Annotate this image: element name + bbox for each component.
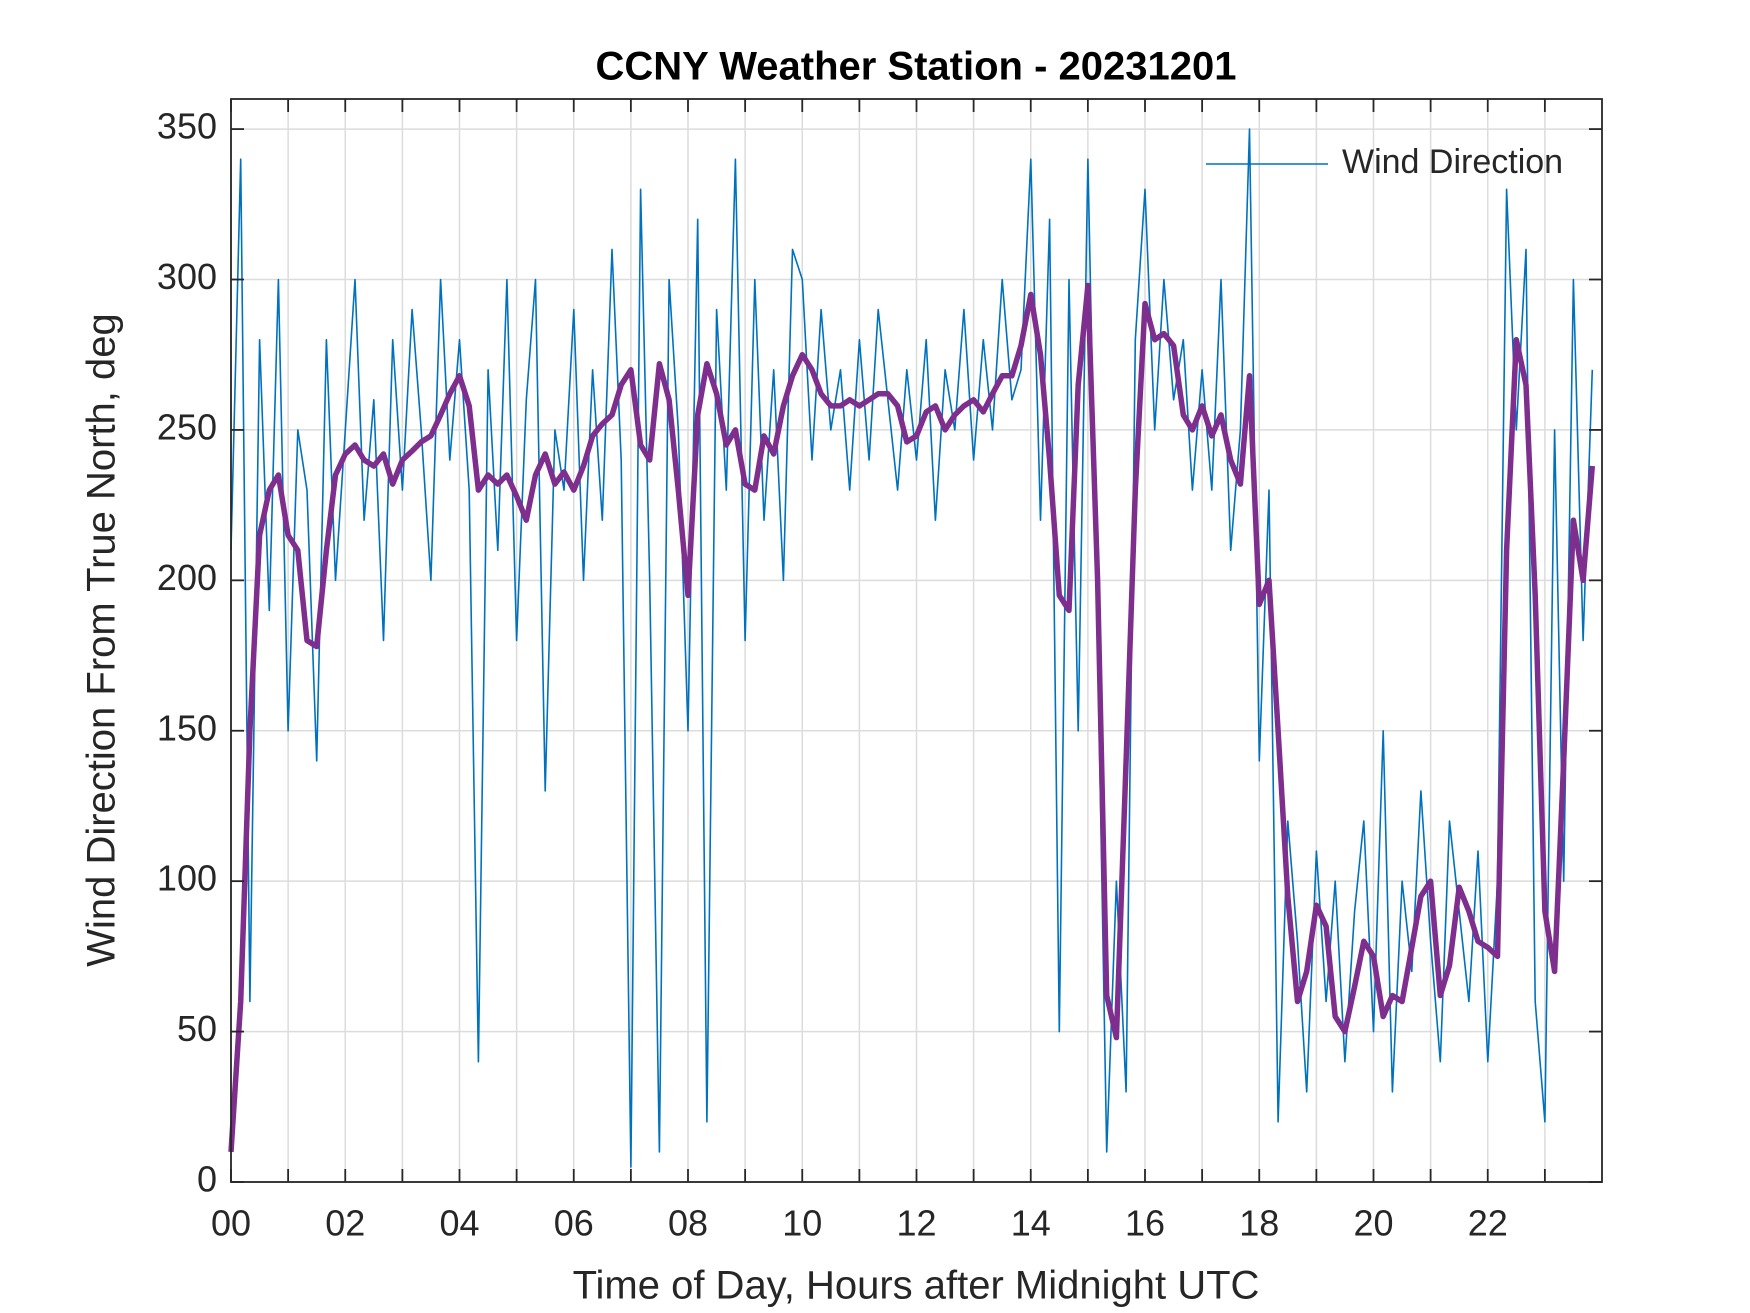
y-tick-label: 250 xyxy=(157,406,217,447)
chart-title: CCNY Weather Station - 20231201 xyxy=(596,45,1237,89)
y-tick-label: 350 xyxy=(157,106,217,147)
x-tick-label: 14 xyxy=(1011,1203,1051,1244)
y-tick-label: 0 xyxy=(197,1159,217,1200)
x-tick-label: 12 xyxy=(896,1203,936,1244)
legend-label: Wind Direction xyxy=(1342,143,1563,181)
x-tick-label: 18 xyxy=(1239,1203,1279,1244)
y-tick-label: 300 xyxy=(157,256,217,297)
x-tick-label: 08 xyxy=(668,1203,708,1244)
x-tick-label: 16 xyxy=(1125,1203,1165,1244)
x-tick-label: 02 xyxy=(325,1203,365,1244)
y-tick-label: 200 xyxy=(157,557,217,598)
data-line xyxy=(230,128,1594,1168)
y-tick-label: 150 xyxy=(157,707,217,748)
x-tick-label: 10 xyxy=(782,1203,822,1244)
x-tick-label: 04 xyxy=(439,1203,479,1244)
smoothed-line xyxy=(228,282,1596,1153)
y-tick-label: 100 xyxy=(157,858,217,899)
x-tick-label: 22 xyxy=(1468,1203,1508,1244)
y-tick-label: 50 xyxy=(177,1008,217,1049)
x-tick-label: 20 xyxy=(1353,1203,1393,1244)
x-axis-label: Time of Day, Hours after Midnight UTC xyxy=(573,1264,1260,1308)
x-tick-label: 06 xyxy=(554,1203,594,1244)
x-tick-label: 00 xyxy=(211,1203,251,1244)
y-axis-label: Wind Direction From True North, deg xyxy=(80,313,124,967)
